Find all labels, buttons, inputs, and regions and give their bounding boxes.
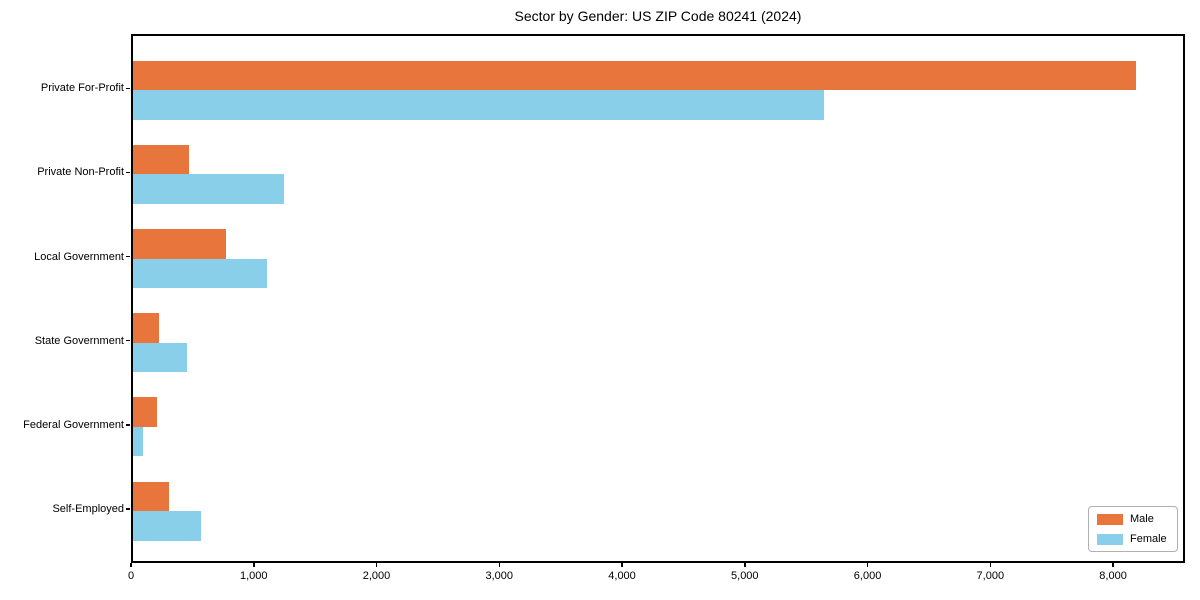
chart-title: Sector by Gender: US ZIP Code 80241 (202…: [514, 8, 802, 24]
legend-item-female: Female: [1097, 533, 1169, 546]
legend-label-male: Male: [1130, 513, 1154, 525]
x-tick-mark: [130, 563, 132, 567]
x-tick-mark: [744, 563, 746, 567]
y-tick-mark: [126, 424, 130, 426]
y-tick-mark: [126, 171, 130, 174]
x-tick-label-3000: 3,000: [485, 570, 514, 582]
bar-male-federal-government: [133, 397, 158, 427]
bar-male-state-government: [133, 313, 159, 343]
bar-male-self-employed: [133, 481, 169, 511]
bar-male-private-non-profit: [133, 144, 190, 175]
x-tick-label-2000: 2,000: [362, 570, 391, 582]
bar-female-local-government: [133, 258, 267, 289]
y-tick-mark: [126, 87, 130, 90]
bar-female-state-government: [133, 342, 188, 373]
legend-item-male: Male: [1097, 513, 1169, 526]
x-tick-mark: [498, 563, 501, 567]
bar-female-federal-government: [133, 426, 144, 457]
bar-female-private-non-profit: [133, 174, 284, 204]
x-tick-label-7000: 7,000: [976, 570, 1005, 582]
x-tick-mark: [621, 563, 623, 567]
x-tick-mark: [253, 563, 255, 567]
x-tick-label-4000: 4,000: [608, 570, 636, 582]
y-tick-label-private-for-profit: Private For-Profit: [40, 82, 124, 95]
y-tick-label-local-government: Local Government: [34, 250, 124, 263]
x-tick-label-8000: 8,000: [1099, 570, 1127, 582]
y-tick-label-federal-government: Federal Government: [23, 418, 124, 431]
x-tick-mark: [989, 563, 992, 567]
bar-female-private-for-profit: [133, 90, 825, 120]
x-tick-label-5000: 5,000: [731, 570, 759, 582]
y-tick-label-self-employed: Self-Employed: [52, 503, 124, 515]
legend-swatch-male: [1097, 514, 1123, 525]
y-tick-mark: [126, 508, 130, 510]
y-tick-mark: [126, 339, 130, 342]
bar-male-local-government: [133, 229, 226, 259]
bar-male-private-for-profit: [133, 60, 1136, 91]
x-tick-label-0: 0: [127, 570, 135, 582]
plot-area: [131, 34, 1185, 563]
x-tick-label-1000: 1,000: [239, 570, 268, 582]
legend-swatch-female: [1097, 534, 1123, 545]
x-tick-mark: [1112, 563, 1114, 567]
x-tick-mark: [375, 563, 378, 567]
y-tick-mark: [126, 255, 130, 258]
legend-label-female: Female: [1130, 533, 1167, 545]
bar-female-self-employed: [133, 511, 202, 541]
y-tick-label-state-government: State Government: [34, 334, 124, 347]
y-tick-label-private-non-profit: Private Non-Profit: [37, 166, 124, 179]
x-tick-label-6000: 6,000: [853, 570, 882, 582]
legend: Male Female: [1088, 506, 1178, 552]
x-tick-mark: [866, 563, 869, 567]
